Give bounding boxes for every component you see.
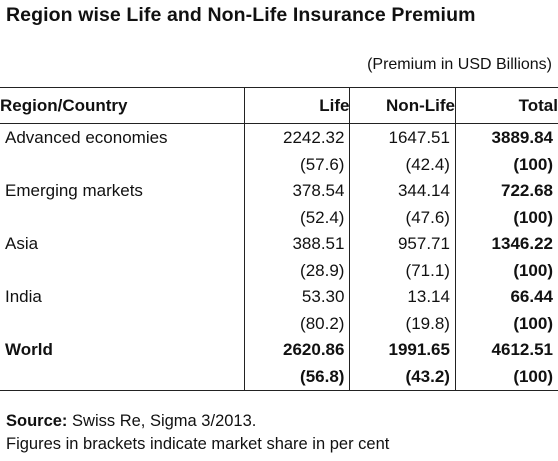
table-row-share: (52.4) (47.6) (100) (0, 204, 558, 231)
header-region: Region/Country (0, 87, 245, 124)
footer-notes: Source: Swiss Re, Sigma 3/2013. Figures … (6, 410, 389, 456)
total-share: (100) (454, 151, 558, 178)
region-name: Emerging markets (5, 181, 143, 201)
life-share: (57.6) (243, 151, 350, 178)
source-label: Source: (6, 412, 68, 430)
region-name: Asia (5, 234, 39, 254)
total-share: (100) (454, 257, 558, 284)
life-share: (80.2) (243, 310, 350, 337)
life-value: 378.54 (243, 178, 350, 205)
table-row: Asia 388.51 957.71 1346.22 (0, 231, 558, 258)
region-name: India (5, 287, 42, 307)
region-name: World (5, 340, 53, 360)
nonlife-share: (47.6) (349, 204, 456, 231)
total-value: 66.44 (454, 284, 558, 311)
region-name: Advanced economies (5, 128, 168, 148)
life-value: 2242.32 (243, 123, 350, 152)
source-line: Source: Swiss Re, Sigma 3/2013. (6, 410, 389, 433)
nonlife-value: 13.14 (349, 284, 456, 311)
nonlife-share: (42.4) (349, 151, 456, 178)
table-row: Emerging markets 378.54 344.14 722.68 (0, 178, 558, 205)
nonlife-value: 344.14 (349, 178, 456, 205)
life-value: 388.51 (243, 231, 350, 258)
total-value: 722.68 (454, 178, 558, 205)
page-title: Region wise Life and Non-Life Insurance … (6, 4, 476, 26)
table-row-world-share: (56.8) (43.2) (100) (0, 363, 558, 391)
table-header-row: Region/Country Life Non-Life Total (0, 87, 558, 124)
header-nonlife: Non-Life (349, 87, 456, 124)
table-row-share: (80.2) (19.8) (100) (0, 310, 558, 337)
premium-table: Region/Country Life Non-Life Total Advan… (0, 87, 558, 391)
nonlife-share: (19.8) (349, 310, 456, 337)
nonlife-value: 1647.51 (349, 123, 456, 152)
total-value: 4612.51 (454, 337, 558, 364)
bracket-note: Figures in brackets indicate market shar… (6, 435, 390, 453)
life-value: 53.30 (243, 284, 350, 311)
table-row: India 53.30 13.14 66.44 (0, 284, 558, 311)
table-row-share: (57.6) (42.4) (100) (0, 151, 558, 178)
nonlife-share: (71.1) (349, 257, 456, 284)
total-value: 3889.84 (454, 123, 558, 152)
unit-note: (Premium in USD Billions) (367, 56, 552, 73)
table-row-world: World 2620.86 1991.65 4612.51 (0, 337, 558, 364)
header-life: Life (243, 87, 350, 124)
header-total: Total (454, 87, 558, 124)
life-share: (52.4) (243, 204, 350, 231)
life-share: (28.9) (243, 257, 350, 284)
life-value: 2620.86 (243, 337, 350, 364)
life-share: (56.8) (243, 363, 350, 391)
total-share: (100) (454, 204, 558, 231)
source-text: Swiss Re, Sigma 3/2013. (67, 412, 257, 430)
total-share: (100) (454, 363, 558, 391)
nonlife-value: 957.71 (349, 231, 456, 258)
total-value: 1346.22 (454, 231, 558, 258)
nonlife-value: 1991.65 (349, 337, 456, 364)
total-share: (100) (454, 310, 558, 337)
nonlife-share: (43.2) (349, 363, 456, 391)
table-row-share: (28.9) (71.1) (100) (0, 257, 558, 284)
table-row: Advanced economies 2242.32 1647.51 3889.… (0, 123, 558, 152)
